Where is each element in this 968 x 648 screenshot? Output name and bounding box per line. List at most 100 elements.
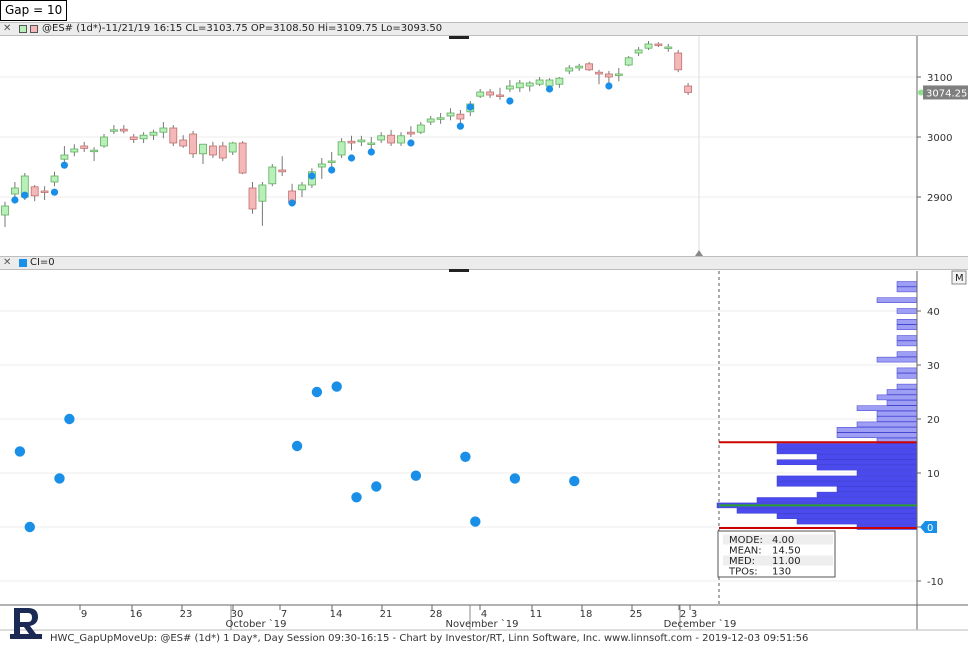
stats-value: 130 bbox=[772, 567, 791, 578]
candle bbox=[90, 147, 98, 161]
x-tick-label: 23 bbox=[180, 609, 193, 620]
candle-body bbox=[238, 142, 247, 174]
up-candle-swatch-icon bbox=[19, 25, 27, 33]
ci-data-point bbox=[291, 440, 303, 452]
candle bbox=[347, 135, 356, 151]
candle-body bbox=[555, 77, 564, 85]
candle-body bbox=[614, 73, 623, 76]
candle bbox=[30, 185, 39, 202]
close-icon[interactable]: ✕ bbox=[3, 257, 12, 268]
x-tick-label: 14 bbox=[330, 609, 343, 620]
candle bbox=[228, 141, 237, 155]
candle bbox=[268, 164, 277, 187]
profile-bar bbox=[876, 416, 918, 422]
candle bbox=[208, 141, 217, 158]
x-tick-label: 7 bbox=[281, 609, 287, 620]
candle bbox=[535, 77, 544, 86]
ci-tick-label: 40 bbox=[927, 307, 940, 318]
price-header-text: @ES# (1d*)-11/21/19 16:15 CL=3103.75 OP=… bbox=[42, 23, 443, 34]
candle bbox=[605, 71, 613, 83]
candle-body bbox=[218, 145, 227, 159]
x-tick-label: 21 bbox=[380, 609, 393, 620]
close-icon[interactable]: ✕ bbox=[3, 23, 12, 34]
last-price-dot bbox=[918, 89, 924, 96]
profile-bar bbox=[896, 324, 918, 330]
price-signal-dot bbox=[308, 172, 316, 180]
candle bbox=[684, 83, 692, 95]
candle-body bbox=[30, 186, 39, 197]
candle-body bbox=[644, 43, 653, 49]
price-signal-dot bbox=[367, 148, 375, 156]
down-candle-swatch-icon bbox=[30, 25, 38, 33]
x-tick-label: 28 bbox=[430, 609, 443, 620]
candle-body bbox=[119, 128, 128, 132]
candle bbox=[199, 143, 207, 164]
candle bbox=[60, 146, 69, 163]
candle-body bbox=[387, 134, 396, 144]
stats-label: MODE: bbox=[729, 535, 763, 546]
candle-body bbox=[406, 131, 415, 135]
month-label: November `19 bbox=[446, 618, 519, 630]
candle-body bbox=[486, 91, 495, 96]
profile-bar bbox=[776, 448, 918, 455]
ci-data-point bbox=[569, 475, 580, 487]
ci-data-point bbox=[509, 473, 521, 484]
candle-body bbox=[159, 127, 168, 133]
profile-bar bbox=[876, 356, 918, 363]
candle bbox=[327, 152, 336, 169]
candle bbox=[337, 138, 346, 158]
profile-bar bbox=[836, 427, 918, 433]
ci-data-point bbox=[24, 521, 35, 533]
candle bbox=[189, 131, 198, 158]
candle-body bbox=[169, 127, 178, 144]
profile-bar bbox=[856, 421, 918, 428]
candle-body bbox=[298, 184, 306, 191]
candle-body bbox=[575, 65, 584, 69]
candle-body bbox=[208, 145, 217, 156]
candle bbox=[248, 182, 257, 214]
stats-label: MEAN: bbox=[729, 546, 762, 557]
candle-body bbox=[199, 143, 207, 155]
candle-body bbox=[70, 148, 79, 153]
candle-body bbox=[80, 145, 89, 149]
candle-body bbox=[258, 184, 267, 202]
candle-body bbox=[654, 43, 663, 46]
candle bbox=[476, 89, 485, 98]
candle-body bbox=[535, 79, 544, 85]
candle bbox=[119, 125, 128, 134]
last-price-box bbox=[923, 85, 968, 100]
candle-body bbox=[585, 63, 593, 71]
candle bbox=[179, 135, 188, 148]
price-signal-dot bbox=[21, 191, 29, 199]
x-tick-label: 30 bbox=[231, 609, 244, 620]
candle bbox=[486, 89, 495, 98]
ci-tick-label: 30 bbox=[927, 361, 940, 372]
candle bbox=[159, 122, 168, 139]
ci-data-point bbox=[64, 413, 75, 425]
profile-bar bbox=[836, 486, 918, 492]
candle bbox=[614, 68, 623, 82]
x-tick-label: 3 bbox=[691, 609, 697, 620]
profile-bar bbox=[756, 497, 918, 503]
m-button-label[interactable]: M bbox=[955, 273, 964, 284]
candle-body bbox=[684, 85, 692, 93]
candle bbox=[100, 134, 108, 148]
candle-body bbox=[347, 140, 356, 144]
candle bbox=[436, 113, 445, 124]
candle-body bbox=[129, 136, 138, 140]
ci-data-point bbox=[470, 516, 481, 527]
candle-body bbox=[90, 149, 98, 153]
price-tick-label: 3100 bbox=[927, 73, 952, 84]
candle-body bbox=[327, 160, 336, 163]
candle bbox=[238, 141, 247, 175]
candle-body bbox=[595, 71, 603, 75]
price-tick-label: 2900 bbox=[927, 193, 952, 204]
profile-stats-box: MODE: 4.00 MEAN: 14.50 MED: 11.00 TPOs: 130 bbox=[717, 530, 836, 578]
x-tick-label: 25 bbox=[630, 609, 643, 620]
candle bbox=[496, 87, 504, 100]
candle-body bbox=[357, 139, 366, 143]
profile-bar bbox=[886, 389, 918, 395]
zero-label-box bbox=[920, 521, 937, 533]
profile-bar bbox=[816, 464, 918, 471]
